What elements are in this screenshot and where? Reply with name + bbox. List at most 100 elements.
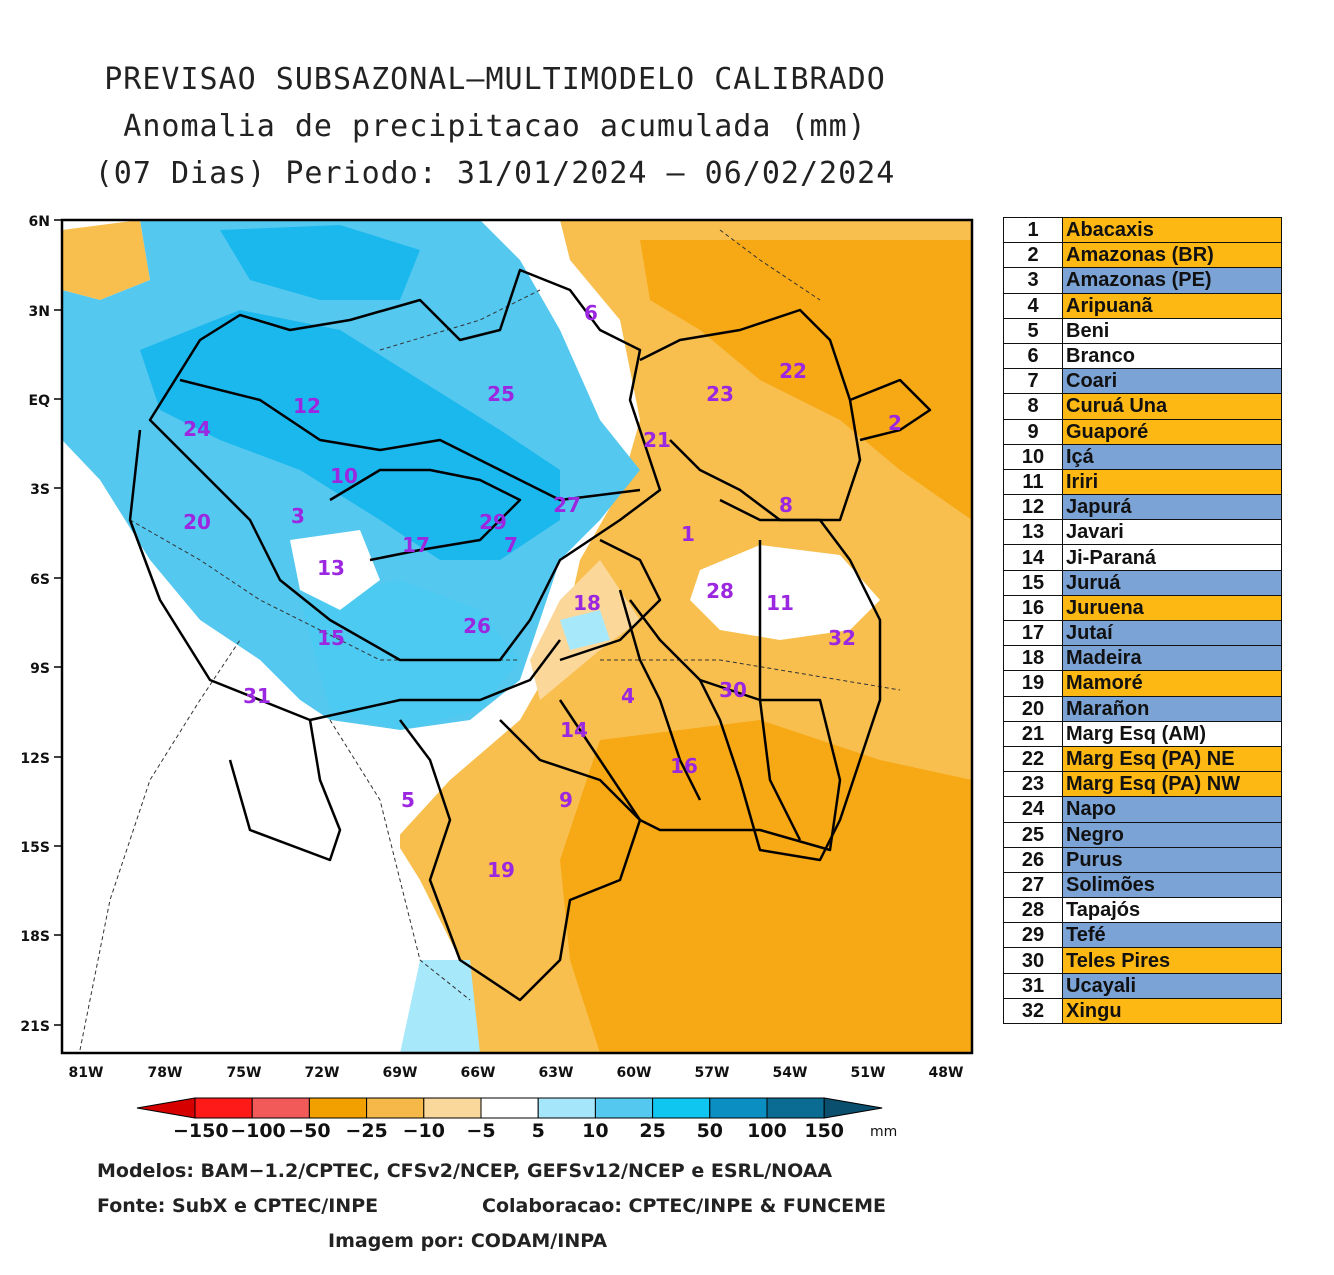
basin-label-16: 16 bbox=[670, 754, 698, 778]
legend-row: 17 Jutaí bbox=[1003, 619, 1282, 647]
basin-label-31: 31 bbox=[243, 684, 271, 708]
legend-row: 22 Marg Esq (PA) NE bbox=[1003, 745, 1282, 773]
anomaly-field bbox=[62, 220, 972, 1053]
colorbar-tick-label: 5 bbox=[531, 1120, 545, 1142]
basin-label-23: 23 bbox=[706, 382, 734, 406]
colorbar bbox=[136, 1097, 883, 1119]
legend-basin-name: Iriri bbox=[1062, 468, 1282, 496]
legend-number: 31 bbox=[1003, 972, 1063, 999]
positive-anomaly-strong-north bbox=[220, 225, 420, 300]
near-normal-interior bbox=[290, 530, 380, 610]
legend-row: 3 Amazonas (PE) bbox=[1003, 267, 1282, 294]
legend-basin-name: Marg Esq (PA) NE bbox=[1062, 745, 1282, 773]
colorbar-tick-label: −150 bbox=[173, 1120, 229, 1142]
lon-tick: 48W bbox=[929, 1065, 964, 1081]
legend-row: 14 Ji-Paraná bbox=[1003, 544, 1282, 571]
legend-number: 9 bbox=[1003, 418, 1063, 445]
colorbar-cell bbox=[766, 1097, 825, 1119]
legend-number: 27 bbox=[1003, 871, 1063, 899]
colorbar-tick-label: −25 bbox=[345, 1120, 388, 1142]
legend-row: 19 Mamoré bbox=[1003, 670, 1282, 697]
colorbar-cell bbox=[652, 1097, 711, 1119]
lon-tick: 69W bbox=[383, 1065, 418, 1081]
legend-row: 16 Juruena bbox=[1003, 594, 1282, 622]
footer-collaboration: Colaboracao: CPTEC/INPE & FUNCEME bbox=[482, 1195, 887, 1217]
positive-anomaly-strong-core bbox=[140, 310, 560, 560]
basin-outlines bbox=[128, 268, 932, 1002]
lon-tick: 57W bbox=[695, 1065, 730, 1081]
basin-label-32: 32 bbox=[828, 626, 856, 650]
legend-number: 3 bbox=[1003, 267, 1063, 294]
legend-number: 32 bbox=[1003, 997, 1063, 1025]
legend-number: 30 bbox=[1003, 947, 1063, 974]
legend-row: 11 Iriri bbox=[1003, 468, 1282, 496]
lon-tick: 81W bbox=[69, 1065, 104, 1081]
legend-basin-name: Ji-Paraná bbox=[1062, 544, 1282, 571]
basin-label-9: 9 bbox=[559, 788, 573, 812]
basin-legend-table: 1 Abacaxis 2 Amazonas (BR) 3 Amazonas (PE) 4 Ar… bbox=[1003, 216, 1282, 1025]
legend-row: 28 Tapajós bbox=[1003, 897, 1282, 924]
legend-basin-name: Guaporé bbox=[1062, 418, 1282, 445]
legend-number: 1 bbox=[1003, 216, 1063, 244]
lat-tick: 3N bbox=[29, 304, 50, 320]
lon-tick: 54W bbox=[773, 1065, 808, 1081]
legend-number: 8 bbox=[1003, 393, 1063, 420]
basin-label-28: 28 bbox=[706, 579, 734, 603]
colorbar-unit: mm bbox=[870, 1124, 898, 1140]
legend-number: 5 bbox=[1003, 317, 1063, 344]
legend-row: 25 Negro bbox=[1003, 821, 1282, 848]
legend-number: 29 bbox=[1003, 922, 1063, 949]
legend-basin-name: Juruena bbox=[1062, 594, 1282, 622]
near-normal-sw bbox=[62, 440, 420, 1053]
colorbar-cell bbox=[823, 1097, 883, 1119]
legend-number: 18 bbox=[1003, 645, 1063, 672]
legend-number: 21 bbox=[1003, 720, 1063, 747]
legend-basin-name: Juruá bbox=[1062, 569, 1282, 596]
basin-label-2: 2 bbox=[888, 411, 902, 435]
lat-tick: 12S bbox=[20, 751, 50, 767]
colorbar-cell bbox=[194, 1097, 253, 1119]
basin-label-25: 25 bbox=[487, 382, 515, 406]
colorbar-cell bbox=[423, 1097, 482, 1119]
legend-number: 26 bbox=[1003, 846, 1063, 873]
legend-row: 24 Napo bbox=[1003, 796, 1282, 823]
legend-basin-name: Branco bbox=[1062, 342, 1282, 370]
legend-row: 20 Marañon bbox=[1003, 695, 1282, 722]
legend-row: 8 Curuá Una bbox=[1003, 393, 1282, 420]
legend-number: 14 bbox=[1003, 544, 1063, 571]
lon-tick: 51W bbox=[851, 1065, 886, 1081]
legend-row: 27 Solimões bbox=[1003, 871, 1282, 899]
legend-number: 16 bbox=[1003, 594, 1063, 622]
legend-row: 13 Javari bbox=[1003, 519, 1282, 546]
basin-label-24: 24 bbox=[183, 417, 211, 441]
basin-label-6: 6 bbox=[584, 301, 598, 325]
legend-number: 24 bbox=[1003, 796, 1063, 823]
lat-tick: EQ bbox=[29, 393, 51, 409]
basin-label-22: 22 bbox=[779, 359, 807, 383]
legend-basin-name: Marg Esq (AM) bbox=[1062, 720, 1282, 747]
footer-source: Fonte: SubX e CPTEC/INPE bbox=[97, 1195, 379, 1217]
legend-row: 29 Tefé bbox=[1003, 922, 1282, 949]
legend-row: 26 Purus bbox=[1003, 846, 1282, 873]
footer-image-by: Imagem por: CODAM/INPA bbox=[328, 1230, 608, 1252]
basin-label-15: 15 bbox=[317, 626, 345, 650]
legend-basin-name: Aripuanã bbox=[1062, 292, 1282, 319]
lat-tick: 9S bbox=[30, 661, 50, 677]
legend-number: 13 bbox=[1003, 519, 1063, 546]
legend-row: 6 Branco bbox=[1003, 342, 1282, 370]
legend-row: 32 Xingu bbox=[1003, 997, 1282, 1025]
legend-number: 10 bbox=[1003, 443, 1063, 470]
colorbar-cell bbox=[594, 1097, 654, 1119]
lon-tick: 78W bbox=[148, 1065, 183, 1081]
legend-basin-name: Coari bbox=[1062, 368, 1282, 395]
legend-number: 6 bbox=[1003, 342, 1063, 370]
colorbar-tick-label: −50 bbox=[288, 1120, 331, 1142]
basin-label-11: 11 bbox=[766, 591, 794, 615]
legend-basin-name: Purus bbox=[1062, 846, 1282, 873]
legend-row: 12 Japurá bbox=[1003, 494, 1282, 521]
legend-basin-name: Xingu bbox=[1062, 997, 1282, 1025]
legend-number: 25 bbox=[1003, 821, 1063, 848]
basin-label-27: 27 bbox=[553, 493, 581, 517]
legend-basin-name: Tapajós bbox=[1062, 897, 1282, 924]
colorbar-cell bbox=[709, 1097, 768, 1119]
